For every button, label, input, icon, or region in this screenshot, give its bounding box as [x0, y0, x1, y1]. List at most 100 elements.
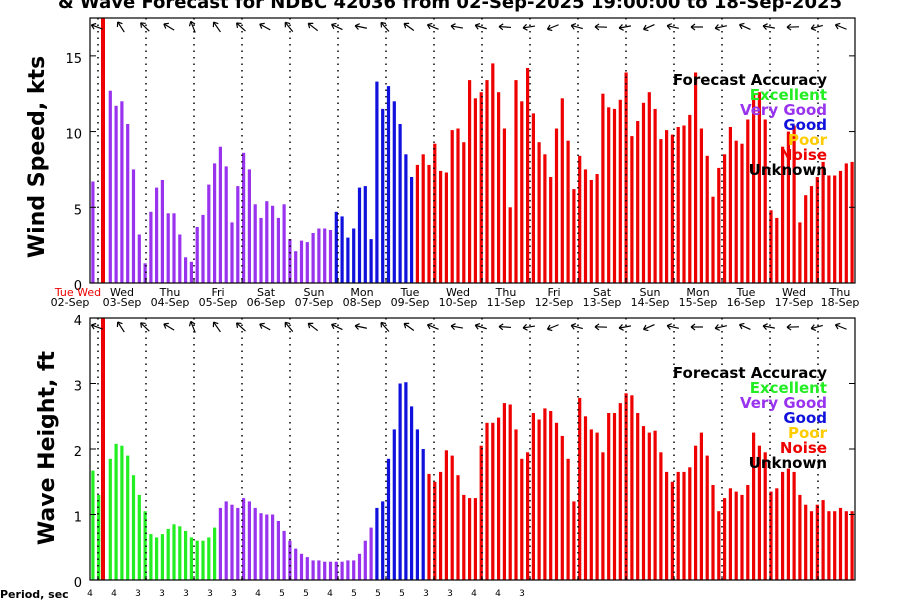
wind-direction-arrow	[188, 20, 196, 33]
wind-y-tick-label: 0	[74, 279, 82, 294]
wave-legend-item: Excellent	[750, 379, 827, 397]
wave-direction-arrow	[331, 322, 343, 331]
wave-direction-arrow	[738, 322, 751, 330]
period-value-label: 5	[375, 589, 381, 599]
period-value-label: 4	[495, 589, 501, 599]
wind-bar	[450, 130, 454, 283]
wave-bar	[166, 528, 170, 580]
day-date-label: 04-Sep	[151, 296, 190, 309]
wind-bar	[462, 142, 466, 283]
wind-direction-arrow	[140, 22, 150, 32]
wind-bar	[398, 124, 402, 283]
wind-bar	[340, 216, 344, 283]
wave-bar	[688, 467, 692, 580]
wind-bar	[456, 128, 460, 283]
wave-legend-item: Noise	[780, 439, 827, 457]
wave-bar	[607, 413, 611, 580]
period-value-label: 3	[423, 589, 429, 599]
wave-direction-arrow	[546, 324, 559, 332]
day-name-label: Thu	[159, 286, 181, 299]
wind-bar	[433, 143, 437, 283]
wave-bar	[323, 561, 327, 580]
day-date-label: 03-Sep	[103, 296, 142, 309]
wind-bar	[531, 113, 535, 284]
wave-direction-arrow	[284, 321, 294, 333]
wave-bar	[91, 470, 95, 580]
wind-legend-item: Good	[783, 116, 827, 134]
wave-bar	[676, 471, 680, 580]
day-date-label: 07-Sep	[295, 296, 334, 309]
period-value-label: 4	[255, 589, 261, 599]
wind-bar	[537, 142, 541, 283]
wave-bar	[647, 432, 651, 580]
wind-bar	[404, 154, 408, 283]
day-name-label: Mon	[686, 286, 709, 299]
wind-bar	[618, 99, 622, 283]
day-date-label: 11-Sep	[487, 296, 526, 309]
wave-bar	[821, 500, 825, 580]
wave-bar	[224, 501, 228, 580]
day-name-label: Sat	[257, 286, 276, 299]
wind-bar	[740, 143, 744, 283]
wind-y-tick-label: 10	[65, 128, 82, 143]
day-name-label: Wed	[782, 286, 806, 299]
wind-bar	[717, 167, 721, 283]
day-date-label: 15-Sep	[679, 296, 718, 309]
wind-bar	[572, 189, 576, 283]
wind-bar	[328, 230, 333, 283]
wind-now-marker	[101, 18, 105, 283]
wave-bar	[415, 429, 419, 580]
wind-bar	[781, 146, 785, 283]
wind-direction-arrow	[212, 21, 221, 33]
day-date-label: 17-Sep	[775, 296, 814, 309]
wind-bar	[207, 184, 211, 283]
wave-bar	[253, 507, 257, 580]
wind-direction-arrow	[380, 21, 390, 32]
wind-bar	[554, 128, 559, 283]
wave-direction-arrow	[116, 321, 125, 333]
wind-bar	[560, 98, 564, 283]
wind-bar	[381, 108, 385, 284]
wave-bar	[155, 537, 159, 580]
wave-bar	[473, 498, 477, 580]
wind-bar	[798, 222, 802, 283]
wave-bar	[143, 511, 147, 580]
wind-bar	[236, 186, 240, 283]
wave-bar	[230, 504, 234, 580]
wave-bar	[352, 560, 356, 580]
wave-bar	[357, 553, 362, 580]
wind-bar	[357, 187, 362, 283]
wind-bar	[172, 213, 176, 283]
wind-bar	[641, 102, 646, 283]
wave-bar	[271, 514, 275, 580]
wind-bar	[630, 136, 634, 283]
wave-bar	[809, 511, 814, 580]
wind-bar	[317, 228, 321, 283]
wind-bar	[844, 163, 848, 283]
wave-bar	[265, 514, 269, 580]
wave-bar	[439, 471, 443, 580]
wave-bar	[126, 455, 130, 580]
wind-bar	[752, 93, 756, 283]
wind-legend-item: Unknown	[749, 161, 827, 179]
wind-bar	[352, 228, 356, 283]
wave-now-marker	[101, 318, 105, 580]
wind-direction-arrow	[284, 21, 294, 33]
wind-bar	[178, 234, 182, 283]
wave-bar	[334, 561, 338, 580]
wind-bar	[120, 101, 124, 283]
period-value-label: 5	[351, 589, 357, 599]
wind-bar	[386, 86, 391, 283]
wave-bar	[398, 383, 402, 580]
wave-bar	[184, 530, 188, 580]
wave-bar	[195, 540, 199, 580]
wind-bar	[566, 140, 570, 283]
period-value-label: 3	[519, 589, 525, 599]
wind-direction-arrow	[594, 23, 608, 31]
wave-bar	[404, 382, 408, 580]
wave-bar	[363, 540, 367, 580]
wave-bar	[247, 501, 251, 580]
wave-direction-arrow	[666, 323, 679, 330]
wave-bar	[549, 411, 553, 580]
